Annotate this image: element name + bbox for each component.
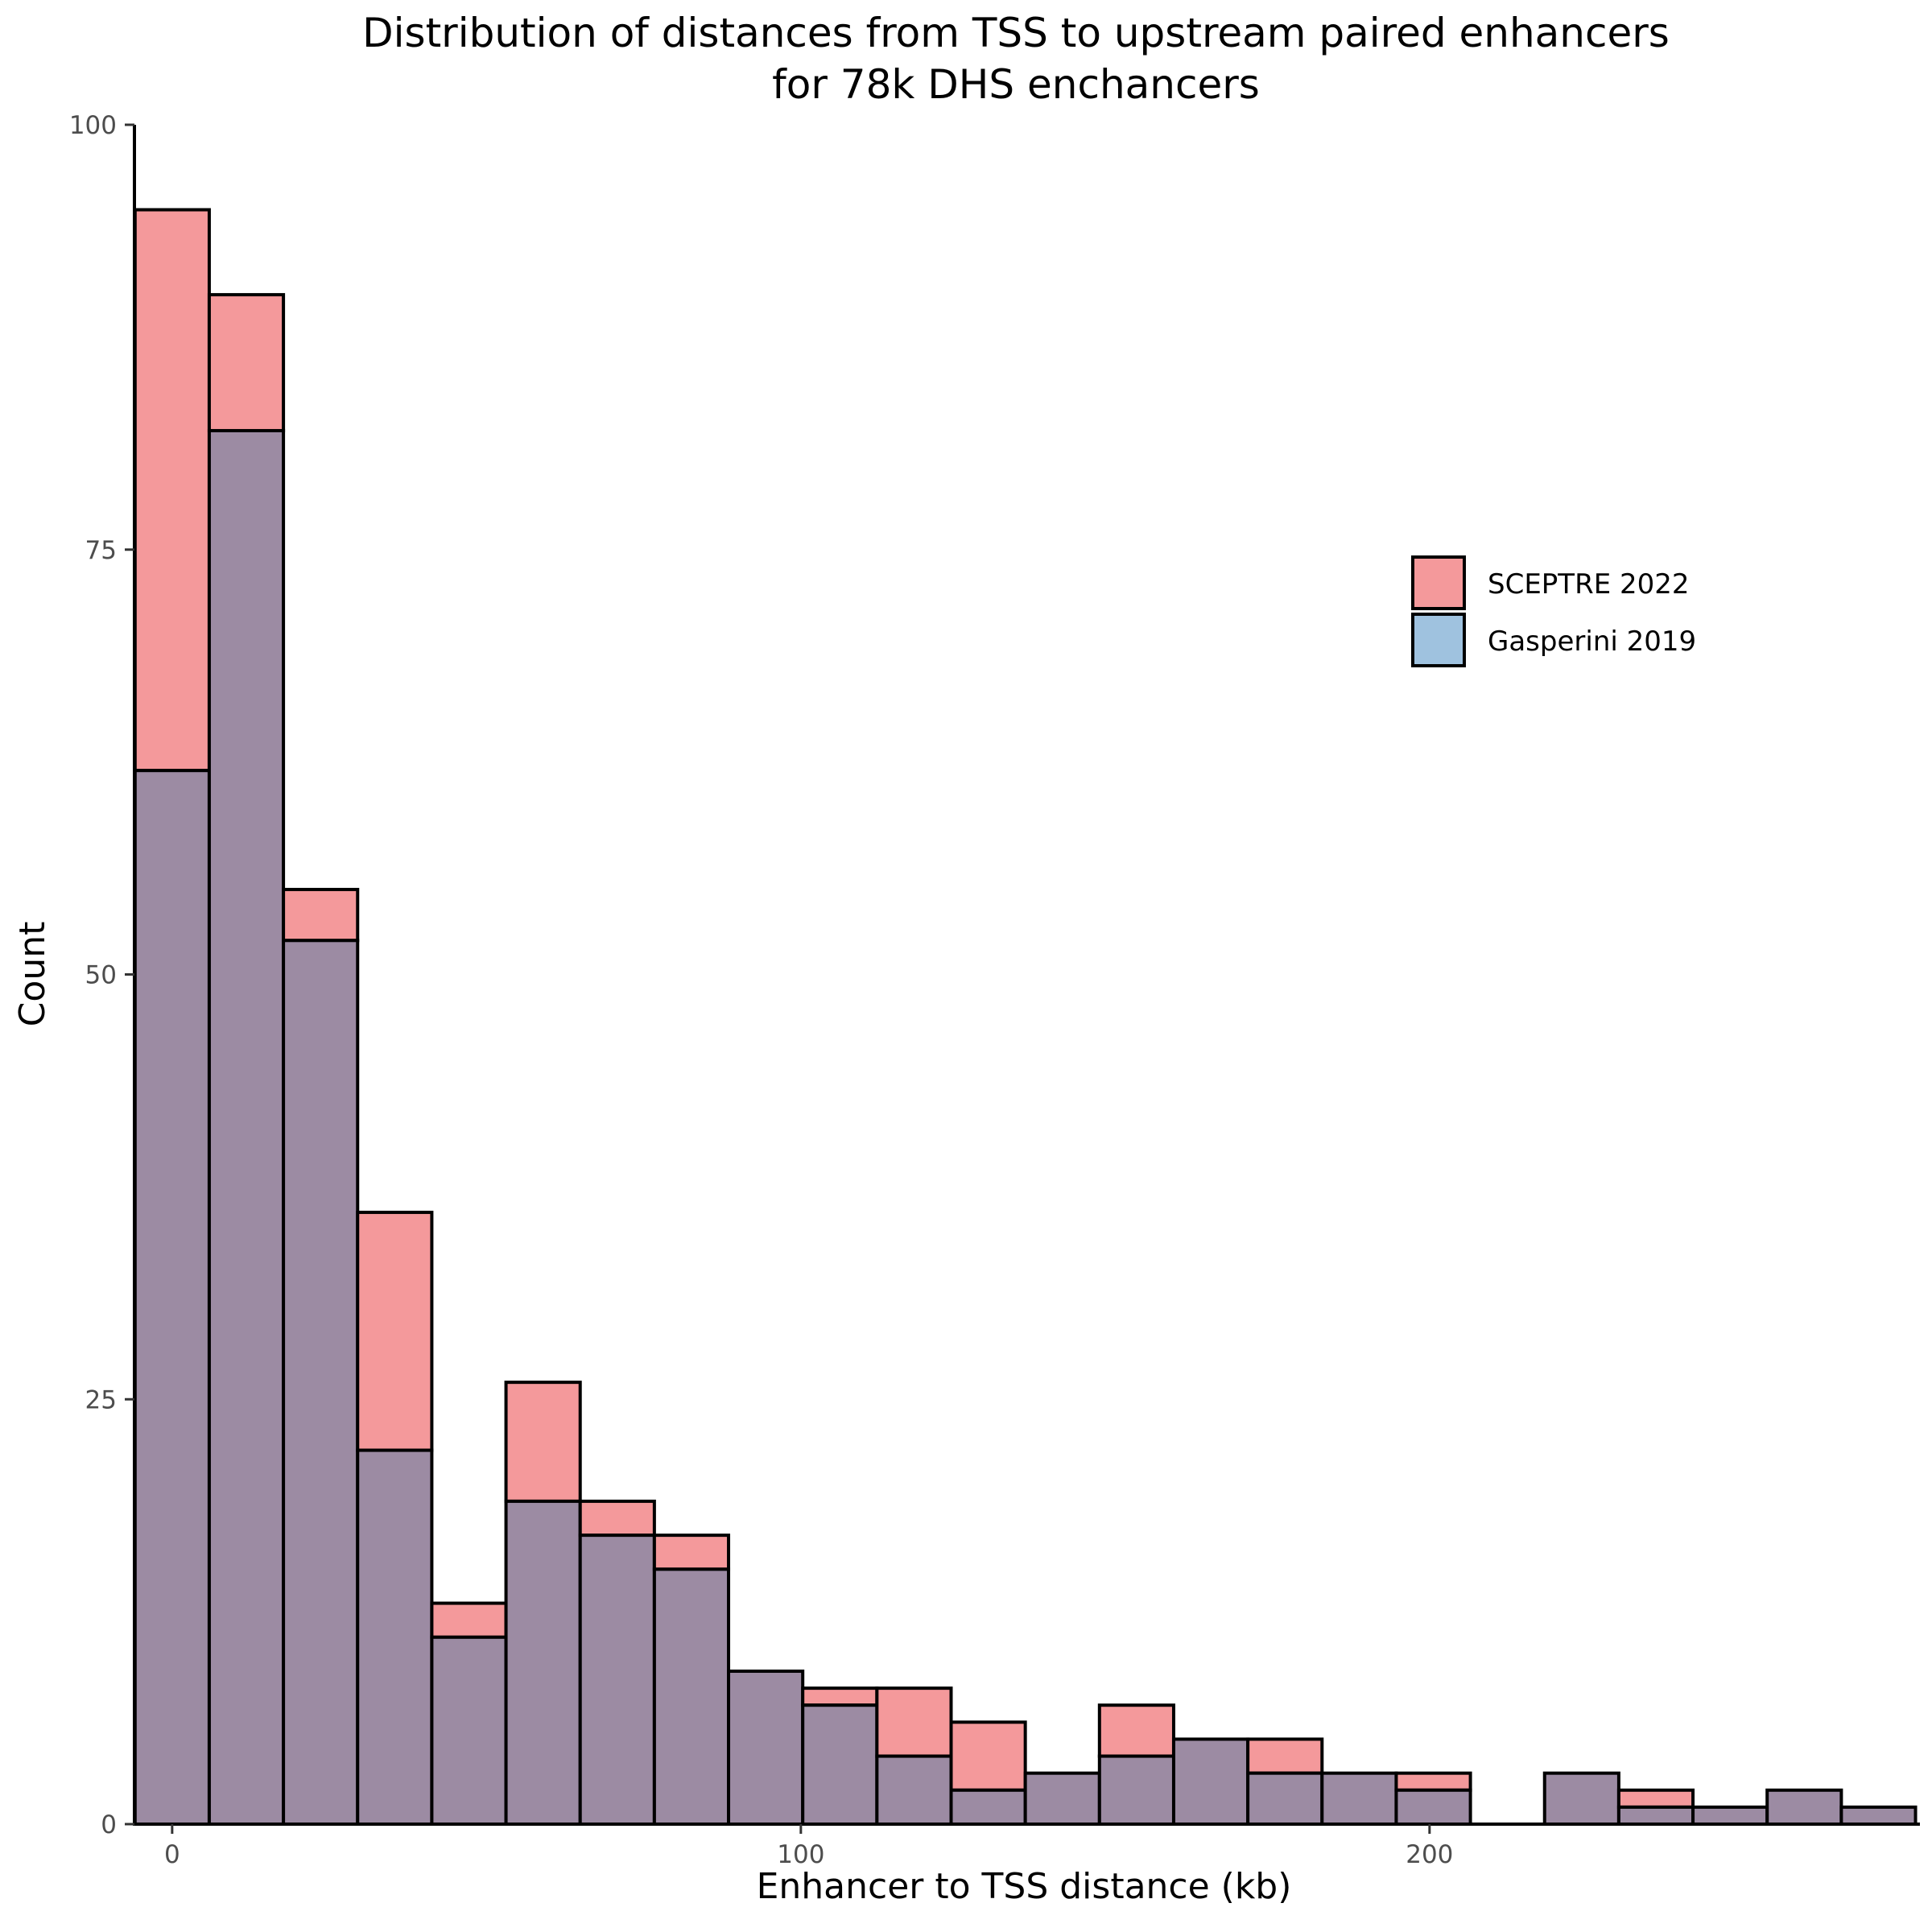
bar-overlap-4	[430, 1635, 508, 1827]
bar-sceptre-excess-6	[578, 1499, 656, 1538]
ticks-layer: 0 25 50 75 100 0 100 200	[69, 111, 1454, 1869]
bar-overlap-9	[801, 1703, 879, 1826]
bar-sceptre-excess-7	[652, 1534, 731, 1571]
legend: SCEPTRE 2022 Gasperini 2019	[1411, 555, 1696, 667]
bar-overlap-14	[1171, 1737, 1250, 1826]
bar-overlap-5	[504, 1499, 582, 1827]
x-tick-label-200: 200	[1406, 1840, 1453, 1869]
bar-sceptre-excess-9	[801, 1686, 879, 1707]
bar-overlap-23	[1839, 1805, 1918, 1826]
legend-swatch-gasperini	[1411, 613, 1466, 667]
bar-sceptre-excess-11	[949, 1720, 1027, 1792]
x-axis-label: Enhancer to TSS distance (kb)	[757, 1866, 1292, 1907]
y-tick-label-100: 100	[69, 111, 117, 140]
bar-overlap-7	[652, 1567, 731, 1826]
legend-label-sceptre: SCEPTRE 2022	[1488, 568, 1690, 601]
bar-overlap-6	[578, 1534, 656, 1826]
bar-sceptre-excess-1	[207, 293, 286, 432]
bar-overlap-21	[1691, 1805, 1769, 1826]
bar-sceptre-excess-15	[1246, 1737, 1324, 1775]
bar-sceptre-excess-20	[1616, 1788, 1695, 1809]
bar-overlap-22	[1765, 1788, 1843, 1827]
legend-swatch-sceptre	[1411, 555, 1466, 610]
bar-overlap-10	[875, 1754, 953, 1827]
bar-overlap-20	[1616, 1805, 1695, 1826]
bar-overlap-2	[282, 939, 360, 1826]
bar-sceptre-excess-17	[1394, 1771, 1472, 1792]
chart-title: Distribution of distances from TSS to up…	[362, 10, 1670, 56]
bar-sceptre-excess-10	[875, 1686, 953, 1758]
bar-sceptre-excess-0	[133, 208, 211, 773]
bar-sceptre-excess-13	[1097, 1703, 1175, 1758]
bar-overlap-16	[1320, 1771, 1398, 1826]
chart-subtitle: for 78k DHS enchancers	[772, 61, 1260, 108]
y-tick-label-75: 75	[85, 536, 117, 565]
bar-overlap-17	[1394, 1788, 1472, 1827]
y-tick-label-0: 0	[101, 1810, 117, 1839]
legend-label-gasperini: Gasperini 2019	[1488, 625, 1696, 658]
bar-overlap-8	[727, 1670, 805, 1827]
bar-overlap-15	[1246, 1771, 1324, 1826]
bar-overlap-12	[1023, 1771, 1101, 1826]
bars-layer	[133, 208, 1918, 1827]
bar-overlap-19	[1542, 1771, 1620, 1826]
bar-overlap-3	[356, 1448, 434, 1826]
bar-sceptre-excess-5	[504, 1381, 582, 1503]
y-tick-label-50: 50	[85, 961, 117, 990]
bar-sceptre-excess-2	[282, 887, 360, 943]
x-tick-label-0: 0	[164, 1840, 180, 1869]
bar-sceptre-excess-3	[356, 1211, 434, 1452]
bar-overlap-1	[207, 428, 286, 1826]
bar-overlap-11	[949, 1788, 1027, 1827]
bar-overlap-13	[1097, 1754, 1175, 1827]
bar-overlap-0	[133, 769, 211, 1826]
x-tick-label-100: 100	[777, 1840, 824, 1869]
y-tick-label-25: 25	[85, 1385, 117, 1414]
y-axis-label: Count	[12, 922, 53, 1027]
bar-sceptre-excess-4	[430, 1601, 508, 1639]
